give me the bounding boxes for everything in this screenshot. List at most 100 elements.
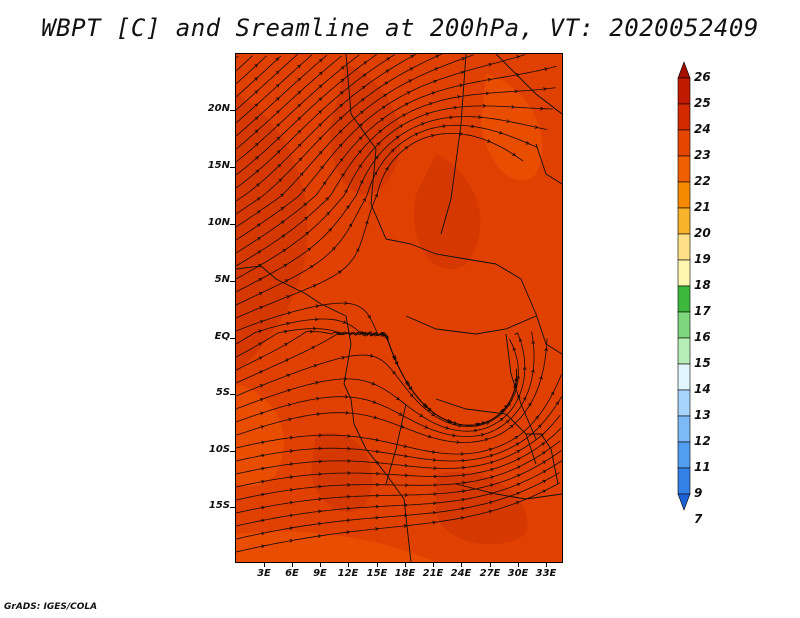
streamline-arrow <box>460 516 465 520</box>
streamline-arrow <box>315 381 319 385</box>
streamline-arrow <box>297 103 301 108</box>
streamline-arrow <box>490 460 494 465</box>
streamline-arrow <box>307 247 312 252</box>
streamline-arrow <box>391 354 396 359</box>
streamline-arrow <box>517 465 521 470</box>
streamline-arrow <box>487 77 492 82</box>
streamline-arrow <box>261 466 265 471</box>
lat-tick <box>230 281 235 282</box>
streamline-arrow <box>318 58 323 63</box>
streamline-arrow <box>433 466 437 470</box>
streamline-arrow <box>346 506 351 511</box>
streamline-arrow <box>346 205 350 209</box>
streamline-arrow <box>522 366 527 370</box>
streamline-arrow <box>435 54 440 59</box>
streamline-arrow <box>505 420 510 424</box>
streamline-arrow <box>305 231 310 236</box>
streamline-arrow <box>289 500 294 505</box>
lon-label: 18E <box>394 568 416 579</box>
streamline-arrow <box>358 164 362 168</box>
streamline-arrow <box>261 492 265 497</box>
streamline-arrow <box>358 136 363 141</box>
streamline-arrow <box>449 115 453 120</box>
streamline-arrow <box>314 317 319 322</box>
streamline-arrow <box>457 423 462 428</box>
streamline-arrow <box>297 143 302 148</box>
streamline-arrow <box>374 193 378 198</box>
streamline-arrow <box>339 158 344 162</box>
streamline-arrow <box>281 234 286 238</box>
streamline-arrow <box>404 463 409 468</box>
streamline-arrow <box>424 425 429 429</box>
streamline-arrow <box>474 428 478 433</box>
streamline-arrow <box>285 358 290 363</box>
streamline-arrow <box>275 70 280 75</box>
streamline-arrow <box>433 79 438 84</box>
colorbar-top-arrow <box>677 61 691 79</box>
streamline-arrow <box>461 506 465 511</box>
country-border <box>440 54 467 235</box>
streamline <box>236 374 562 455</box>
temperature-patch <box>436 472 528 545</box>
streamline-arrow <box>313 364 318 368</box>
lon-label: 33E <box>535 568 557 579</box>
colorbar-segment <box>677 77 691 105</box>
temperature-patch <box>236 531 436 562</box>
streamline-arrow <box>254 129 259 134</box>
map-svg <box>236 54 562 562</box>
streamline-arrow <box>461 497 466 502</box>
colorbar-segment <box>677 389 691 417</box>
streamline-arrow <box>509 424 514 429</box>
streamline-arrow <box>344 189 348 193</box>
country-border <box>343 383 412 562</box>
streamline-arrow <box>522 396 527 401</box>
lat-label: 20N <box>207 103 230 114</box>
streamline <box>236 105 553 280</box>
streamline-arrow <box>428 434 432 439</box>
colorbar-segment <box>677 415 691 443</box>
streamline-arrow <box>347 459 351 463</box>
streamline-arrow <box>341 173 345 177</box>
streamline-arrow <box>489 500 493 505</box>
streamline-arrow <box>261 479 265 484</box>
streamline <box>236 460 562 527</box>
streamline-arrow <box>516 474 521 478</box>
streamline-arrow <box>276 150 281 154</box>
streamline-arrow <box>318 433 323 438</box>
colorbar-label: 20 <box>694 226 711 240</box>
streamline-arrow <box>486 421 490 425</box>
streamline <box>236 54 526 241</box>
streamline-arrow <box>284 343 288 347</box>
streamline-arrow <box>340 78 345 83</box>
streamline-arrow <box>490 475 494 480</box>
streamline-arrow <box>286 373 291 378</box>
streamline-arrow <box>299 172 304 177</box>
streamline-arrow <box>315 304 320 309</box>
streamline-arrow <box>396 396 400 401</box>
streamline-arrow <box>432 458 437 462</box>
streamline-arrow <box>484 437 489 442</box>
streamline-arrow <box>514 89 519 94</box>
lon-tick <box>264 562 265 567</box>
streamline-arrow <box>312 284 317 288</box>
streamline-arrow <box>392 370 396 375</box>
streamline-arrow <box>421 122 425 126</box>
streamline-arrow <box>255 142 259 147</box>
streamline-arrow <box>346 530 351 535</box>
streamline-arrow <box>256 223 261 228</box>
streamline-arrow <box>516 457 521 461</box>
streamline-arrow <box>289 475 294 480</box>
streamline-arrow <box>506 119 511 123</box>
colorbar-label: 7 <box>694 512 703 526</box>
lat-tick <box>230 394 235 395</box>
streamline-arrow <box>485 91 490 96</box>
streamline-arrow <box>516 394 521 399</box>
streamline-arrow <box>276 110 280 114</box>
streamline-arrow <box>276 123 280 128</box>
lon-tick <box>546 562 547 567</box>
country-border <box>385 403 407 485</box>
streamline-arrow <box>375 449 380 454</box>
colorbar-bottom-arrow <box>677 493 691 511</box>
colorbar-label: 13 <box>694 408 711 422</box>
lon-tick <box>348 562 349 567</box>
